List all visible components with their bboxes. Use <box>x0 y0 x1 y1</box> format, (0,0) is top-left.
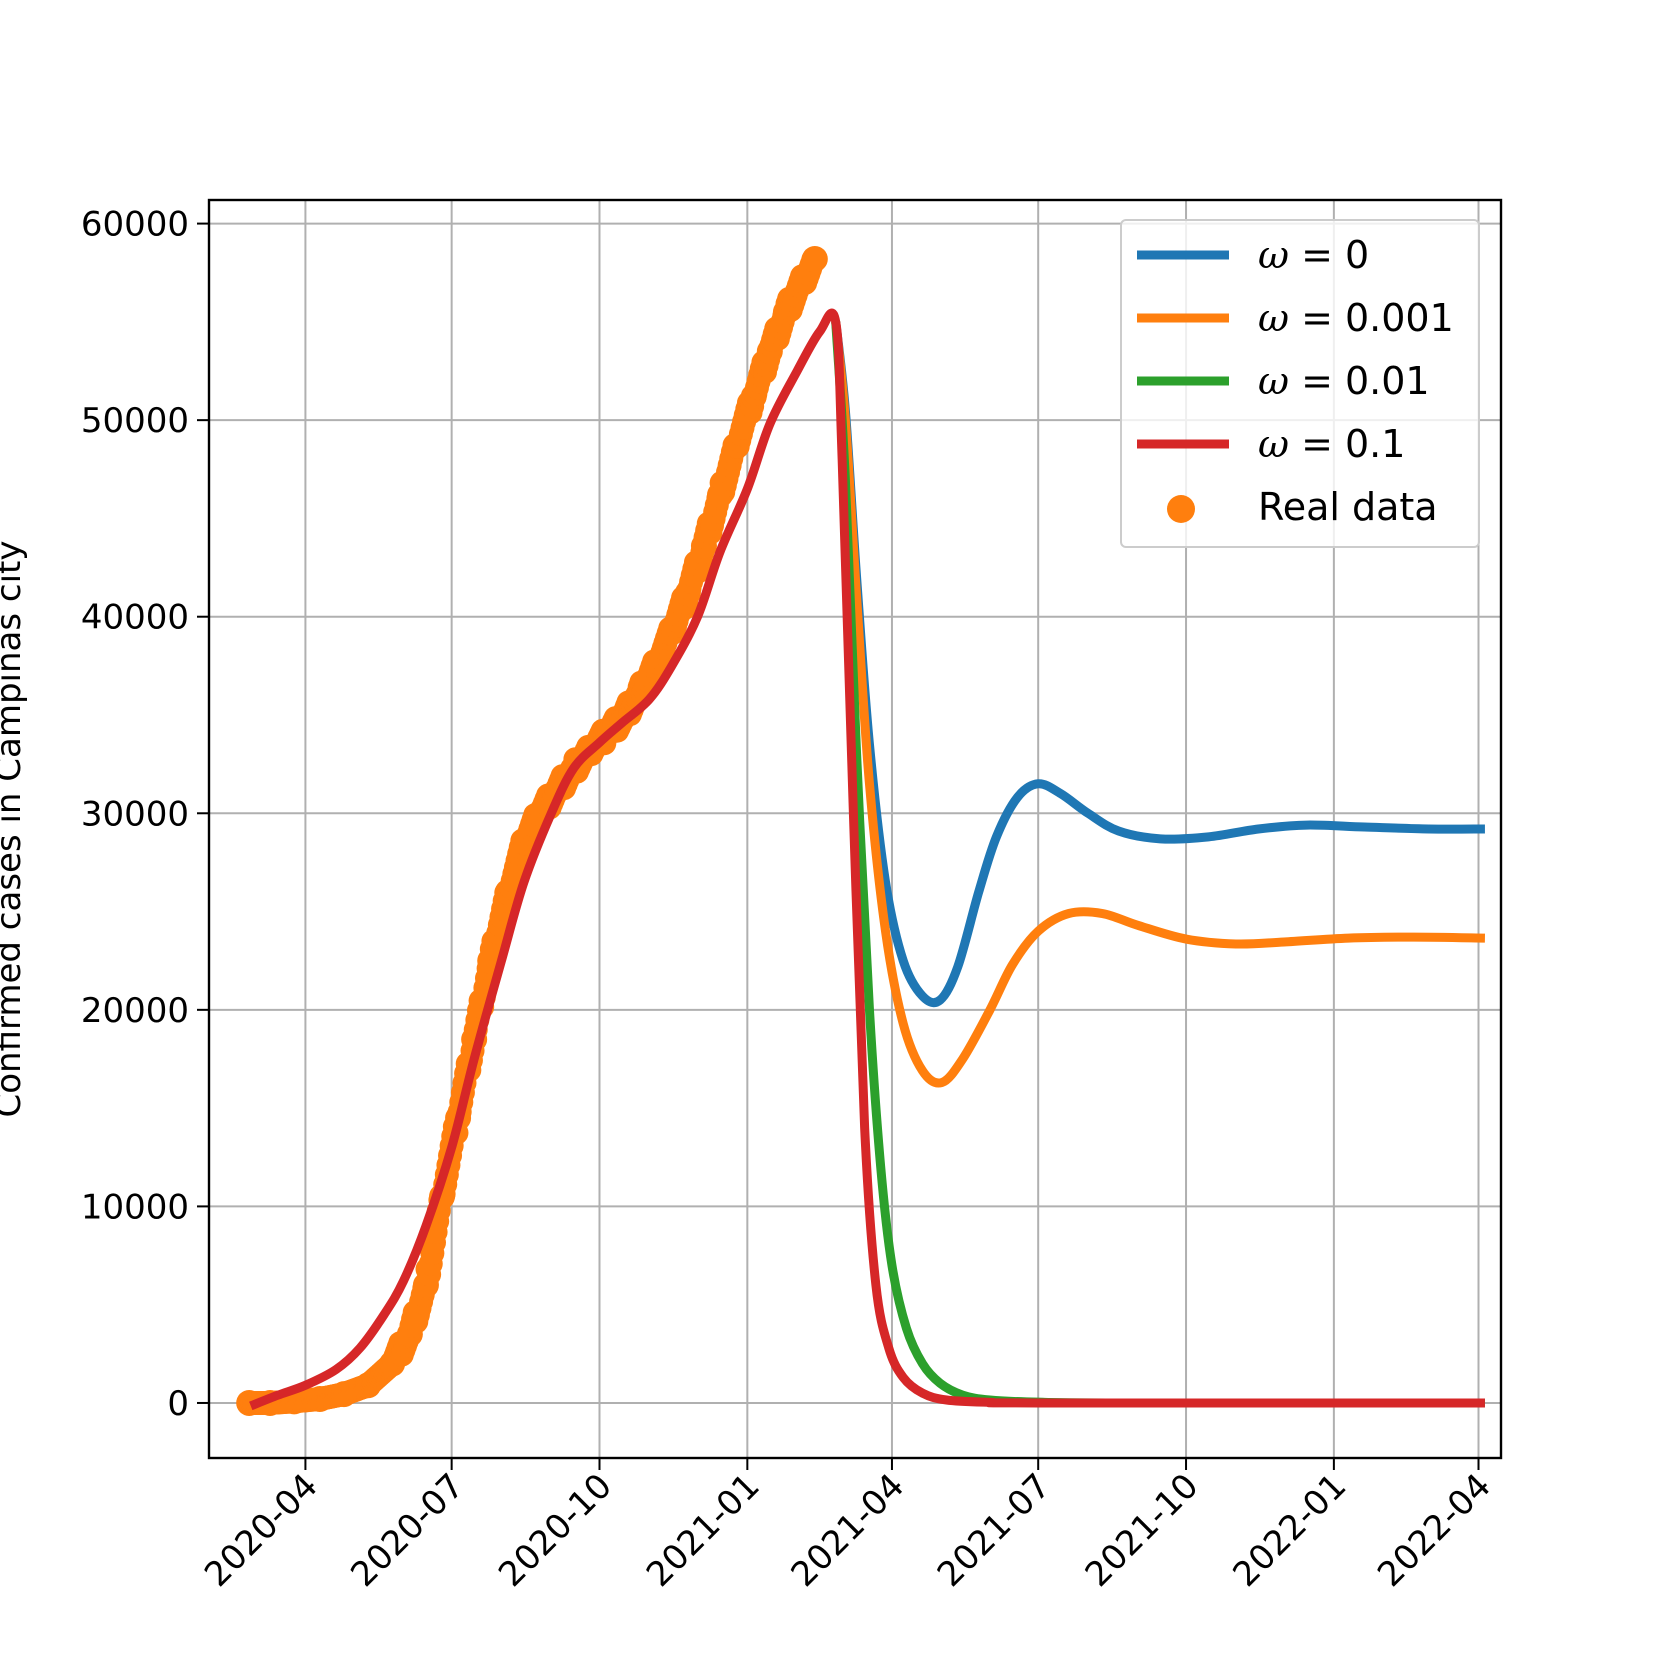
legend-swatch-dot <box>1167 495 1195 523</box>
legend-box <box>1120 219 1480 548</box>
legend-entry-label: ω = 0.1 <box>1258 422 1405 466</box>
legend-entry-label: ω = 0.001 <box>1258 296 1454 340</box>
y-tick-label: 40000 <box>81 598 189 638</box>
y-tick-label: 10000 <box>81 1187 189 1227</box>
plot-series <box>236 245 1485 1416</box>
y-tick-label: 20000 <box>81 991 189 1031</box>
legend-entry-label: Real data <box>1258 485 1438 529</box>
y-tick-label: 60000 <box>81 205 189 245</box>
plot-frame <box>207 198 1503 1460</box>
y-tick-label: 50000 <box>81 401 189 441</box>
series-line-omega-0.001 <box>831 321 1485 1088</box>
legend-entry-label: ω = 0.01 <box>1258 359 1430 403</box>
y-axis-label: Confirmed cases in Campinas city <box>0 540 29 1117</box>
y-axis-ticks: 0 10000 20000 30000 40000 50000 60000 <box>81 205 209 1424</box>
real-data-point <box>801 245 828 272</box>
y-tick-label: 30000 <box>81 794 189 834</box>
series-line-omega-0.1 <box>249 308 1485 1411</box>
legend-entry-label: ω = 0 <box>1258 233 1369 277</box>
legend: ω = 0 ω = 0.001 ω = 0.01 ω = 0.1 Real data <box>1120 219 1480 548</box>
y-tick-label: 0 <box>167 1384 189 1424</box>
